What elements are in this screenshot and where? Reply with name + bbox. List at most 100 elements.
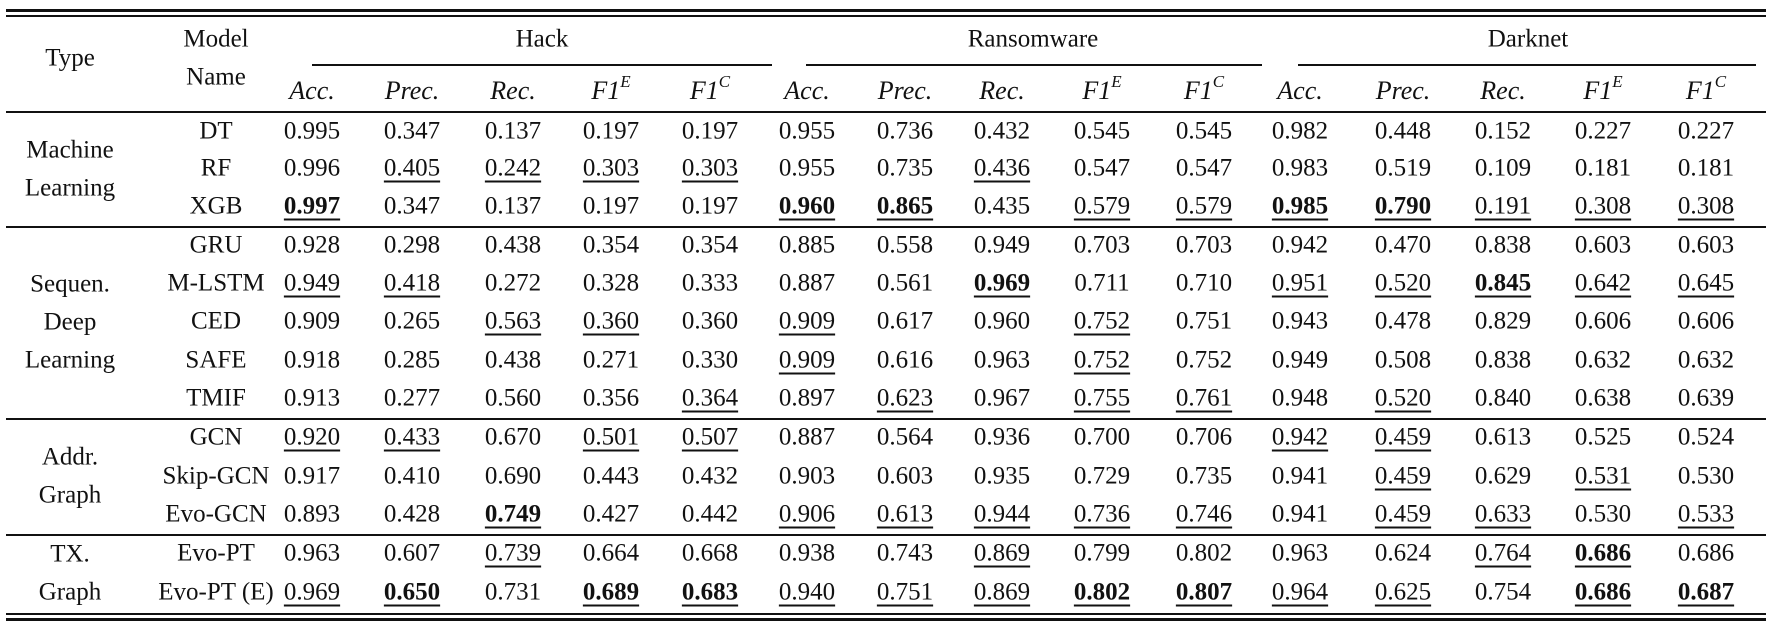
value-cell: 0.751	[1175, 307, 1233, 335]
value-cell: 0.360	[582, 307, 640, 335]
value-cell: 0.838	[1474, 231, 1532, 259]
model-name: GCN	[189, 423, 243, 451]
value-cell: 0.711	[1074, 269, 1130, 297]
value-cell: 0.137	[484, 117, 542, 145]
value-cell: 0.242	[484, 154, 542, 182]
header-rule	[6, 111, 1766, 113]
value-cell: 0.520	[1374, 269, 1432, 297]
model-name: Evo-PT	[177, 539, 255, 567]
value-cell: 0.755	[1073, 384, 1131, 412]
value-cell: 0.545	[1073, 117, 1131, 145]
value-cell: 0.333	[681, 269, 739, 297]
value-cell: 0.955	[778, 117, 836, 145]
value-cell: 0.739	[484, 539, 542, 567]
value-cell: 0.507	[681, 423, 739, 451]
value-cell: 0.686	[1574, 578, 1632, 606]
value-cell: 0.918	[283, 346, 341, 374]
value-cell: 0.942	[1271, 423, 1329, 451]
value-cell: 0.885	[778, 231, 836, 259]
value-cell: 0.963	[283, 539, 341, 567]
value-cell: 0.181	[1574, 154, 1632, 182]
metric-header: F1C	[689, 73, 730, 105]
value-cell: 0.752	[1073, 346, 1131, 374]
value-cell: 0.936	[973, 423, 1031, 451]
value-cell: 0.703	[1175, 231, 1233, 259]
value-cell: 0.893	[283, 500, 341, 528]
value-cell: 0.629	[1474, 462, 1532, 490]
type-label: Machine	[26, 136, 114, 163]
value-cell: 0.752	[1073, 307, 1131, 335]
value-cell: 0.736	[1073, 500, 1131, 528]
value-cell: 0.996	[283, 154, 341, 182]
type-label: Graph	[38, 481, 102, 508]
value-cell: 0.940	[778, 578, 836, 606]
value-cell: 0.969	[973, 269, 1031, 297]
value-cell: 0.277	[383, 384, 441, 412]
value-cell: 0.645	[1677, 269, 1735, 297]
value-cell: 0.613	[876, 500, 934, 528]
model-name: XGB	[189, 192, 243, 220]
value-cell: 0.997	[283, 192, 341, 220]
metric-header: Acc.	[289, 78, 334, 104]
value-cell: 0.802	[1073, 578, 1131, 606]
value-cell: 0.356	[582, 384, 640, 412]
value-cell: 0.564	[876, 423, 934, 451]
value-cell: 0.347	[383, 192, 441, 220]
metric-header: Prec.	[878, 78, 933, 104]
value-cell: 0.227	[1574, 117, 1632, 145]
value-cell: 0.746	[1175, 500, 1233, 528]
value-cell: 0.754	[1474, 578, 1532, 606]
value-cell: 0.942	[1271, 231, 1329, 259]
value-cell: 0.623	[876, 384, 934, 412]
value-cell: 0.560	[484, 384, 542, 412]
value-cell: 0.633	[1474, 500, 1532, 528]
value-cell: 0.764	[1474, 539, 1532, 567]
value-cell: 0.897	[778, 384, 836, 412]
top-rule-outer	[6, 9, 1766, 12]
value-cell: 0.639	[1677, 384, 1735, 412]
value-cell: 0.664	[582, 539, 640, 567]
value-cell: 0.530	[1574, 500, 1632, 528]
value-cell: 0.935	[973, 462, 1031, 490]
value-cell: 0.845	[1474, 269, 1532, 297]
value-cell: 0.152	[1474, 117, 1532, 145]
value-cell: 0.459	[1374, 500, 1432, 528]
value-cell: 0.303	[681, 154, 739, 182]
value-cell: 0.298	[383, 231, 441, 259]
value-cell: 0.683	[681, 578, 739, 606]
value-cell: 0.547	[1073, 154, 1131, 182]
value-cell: 0.686	[1677, 539, 1735, 567]
metric-header-base: F1	[689, 76, 719, 105]
value-cell: 0.330	[681, 346, 739, 374]
value-cell: 0.735	[876, 154, 934, 182]
value-cell: 0.943	[1271, 307, 1329, 335]
value-cell: 0.438	[484, 346, 542, 374]
value-cell: 0.533	[1677, 500, 1735, 528]
value-cell: 0.650	[383, 578, 441, 606]
metric-header-sup: C	[1212, 72, 1225, 91]
value-cell: 0.703	[1073, 231, 1131, 259]
type-label: Deep	[43, 308, 97, 335]
value-cell: 0.689	[582, 578, 640, 606]
value-cell: 0.438	[484, 231, 542, 259]
model-header-line2: Name	[186, 63, 246, 91]
value-cell: 0.903	[778, 462, 836, 490]
value-cell: 0.869	[973, 578, 1031, 606]
value-cell: 0.624	[1374, 539, 1432, 567]
value-cell: 0.448	[1374, 117, 1432, 145]
value-cell: 0.995	[283, 117, 341, 145]
value-cell: 0.271	[582, 346, 640, 374]
value-cell: 0.459	[1374, 423, 1432, 451]
value-cell: 0.432	[681, 462, 739, 490]
value-cell: 0.308	[1677, 192, 1735, 220]
value-cell: 0.642	[1574, 269, 1632, 297]
value-cell: 0.920	[283, 423, 341, 451]
value-cell: 0.700	[1073, 423, 1131, 451]
metric-header: F1C	[1184, 73, 1224, 104]
metric-header-base: Prec.	[1375, 76, 1431, 105]
value-cell: 0.706	[1175, 423, 1233, 451]
model-name: SAFE	[185, 346, 247, 374]
value-cell: 0.887	[778, 423, 836, 451]
metric-header-base: Rec.	[490, 76, 536, 105]
